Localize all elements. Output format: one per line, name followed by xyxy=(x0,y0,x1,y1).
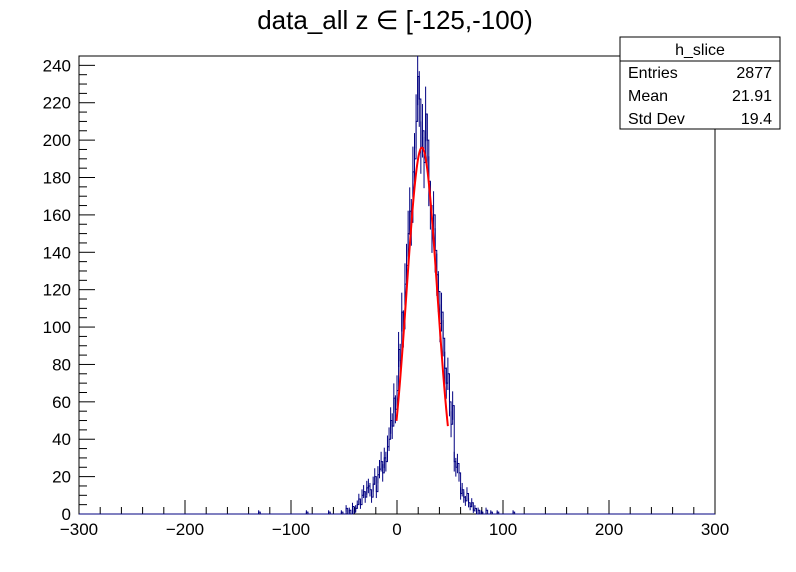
x-tick-label: 200 xyxy=(595,520,623,539)
y-tick-label: 40 xyxy=(52,430,71,449)
stats-box-title: h_slice xyxy=(675,42,725,59)
gaussian-fit xyxy=(395,146,449,427)
y-tick-label: 140 xyxy=(43,243,71,262)
stats-box: h_slice Entries 2877 Mean 21.91 Std Dev … xyxy=(619,36,781,130)
stats-entries-value: 2877 xyxy=(736,65,772,82)
y-tick-label: 240 xyxy=(43,56,71,75)
histogram-line xyxy=(79,76,715,515)
x-tick-label: 100 xyxy=(489,520,517,539)
x-axis: −300 −200 −100 0 100 200 300 xyxy=(60,500,729,539)
x-tick-label: −100 xyxy=(272,520,310,539)
x-tick-label: −200 xyxy=(166,520,204,539)
x-tick-label: 300 xyxy=(701,520,729,539)
y-tick-label: 20 xyxy=(52,468,71,487)
stats-stddev-label: Std Dev xyxy=(628,111,685,128)
x-tick-label: −300 xyxy=(60,520,98,539)
y-tick-label: 200 xyxy=(43,131,71,150)
fit-curve xyxy=(395,146,449,427)
x-tick-label: 0 xyxy=(392,520,401,539)
y-tick-label: 220 xyxy=(43,94,71,113)
stats-mean-label: Mean xyxy=(628,88,668,105)
stats-mean-value: 21.91 xyxy=(732,88,772,105)
y-tick-label: 120 xyxy=(43,281,71,300)
y-tick-label: 180 xyxy=(43,169,71,188)
y-tick-label: 160 xyxy=(43,206,71,225)
y-tick-label: 0 xyxy=(62,505,71,524)
stats-entries-label: Entries xyxy=(628,65,678,82)
chart-title: data_all z ∈ [-125,-100) xyxy=(257,5,533,35)
y-tick-label: 100 xyxy=(43,318,71,337)
y-axis: 0 20 40 60 80 100 120 140 160 180 200 220 240 xyxy=(43,55,95,524)
y-tick-label: 80 xyxy=(52,355,71,374)
stats-box-border xyxy=(619,36,781,130)
stats-stddev-value: 19.4 xyxy=(741,111,772,128)
y-tick-label: 60 xyxy=(52,393,71,412)
